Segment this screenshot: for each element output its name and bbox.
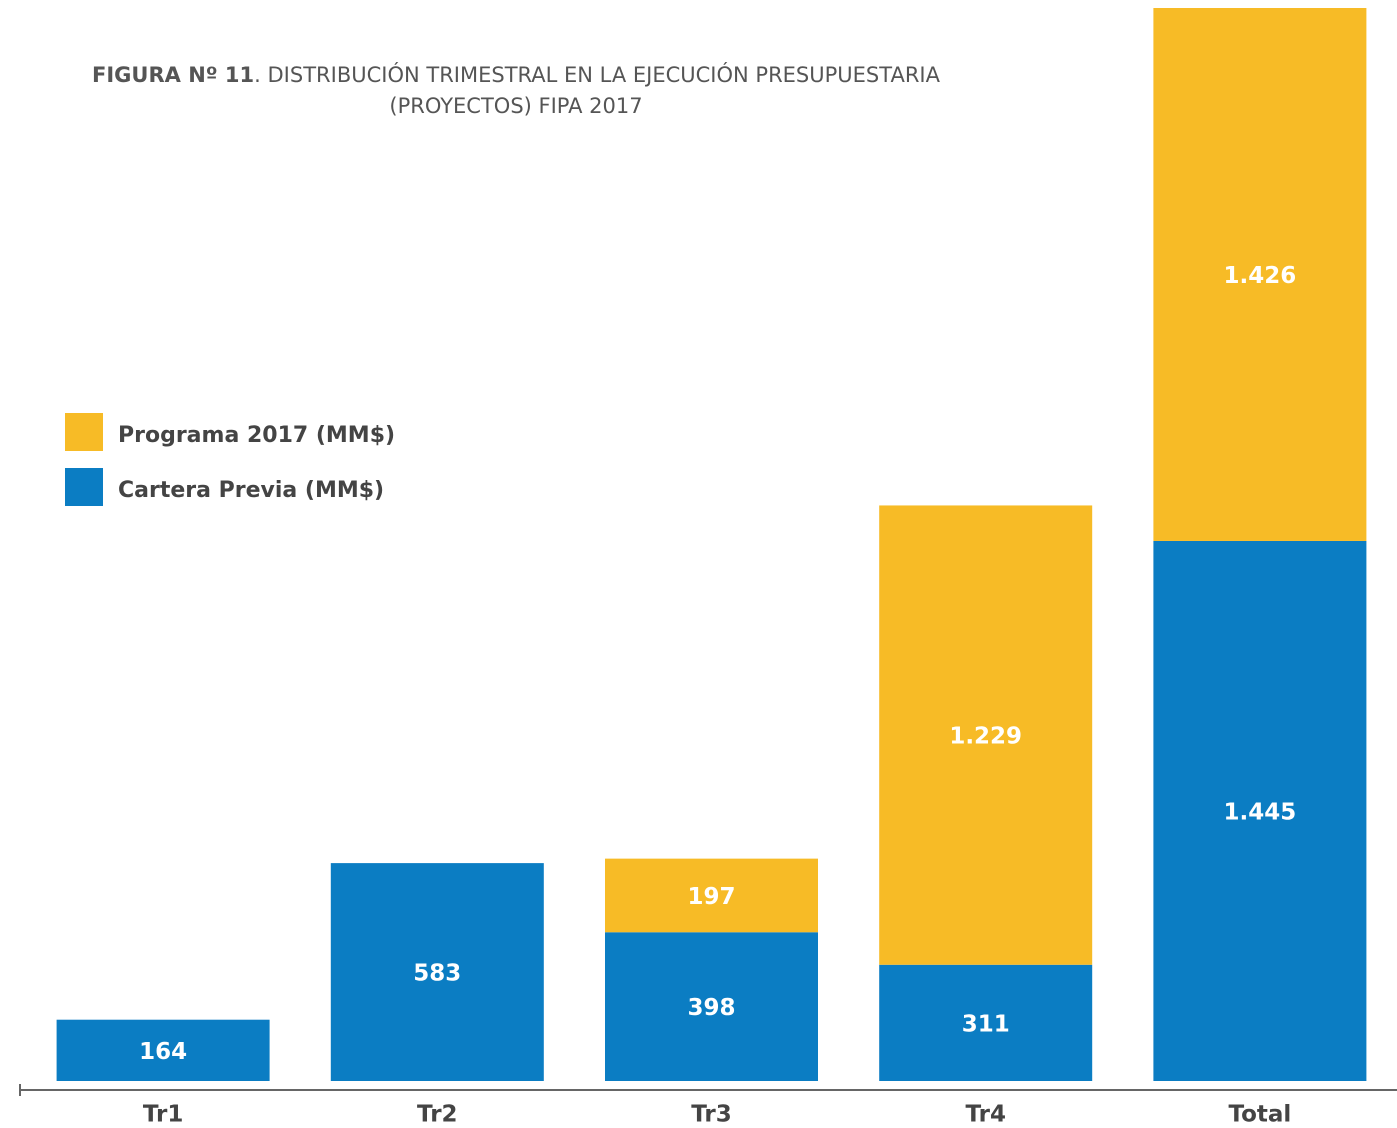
legend-label: Programa 2017 (MM$): [118, 423, 395, 448]
data-label: 398: [687, 995, 735, 1021]
title-bold: FIGURA Nº 11: [92, 63, 254, 87]
bar-segment: [56, 1019, 270, 1081]
data-label: 1.426: [1224, 263, 1297, 289]
legend-swatch: [65, 468, 103, 506]
legend-swatch: [65, 413, 103, 451]
data-label: 197: [687, 884, 735, 910]
bar-segment: [1153, 540, 1367, 1081]
x-tick-label: Tr2: [417, 1102, 458, 1128]
x-tick-label: Tr1: [143, 1102, 184, 1128]
bar-segment: [1153, 8, 1367, 541]
chart-subtitle: (PROYECTOS) FIPA 2017: [389, 94, 642, 118]
data-label: 1.445: [1224, 799, 1297, 825]
data-label: 583: [413, 961, 461, 987]
bar-segment: [330, 863, 544, 1081]
legend-label: Cartera Previa (MM$): [118, 478, 384, 503]
x-tick-label: Total: [1228, 1102, 1291, 1128]
data-label: 311: [962, 1011, 1010, 1037]
bar-segment: [605, 858, 818, 933]
title-text: . DISTRIBUCIÓN TRIMESTRAL EN LA EJECUCIÓ…: [254, 62, 940, 87]
bar-segment: [879, 964, 1093, 1081]
bar-segment: [605, 932, 818, 1081]
x-tick-label: Tr4: [965, 1102, 1006, 1128]
bar-segment: [879, 505, 1093, 965]
data-label: 1.229: [949, 724, 1022, 750]
chart-title: FIGURA Nº 11. DISTRIBUCIÓN TRIMESTRAL EN…: [92, 62, 941, 87]
data-label: 164: [139, 1039, 187, 1065]
x-tick-label: Tr3: [691, 1102, 732, 1128]
